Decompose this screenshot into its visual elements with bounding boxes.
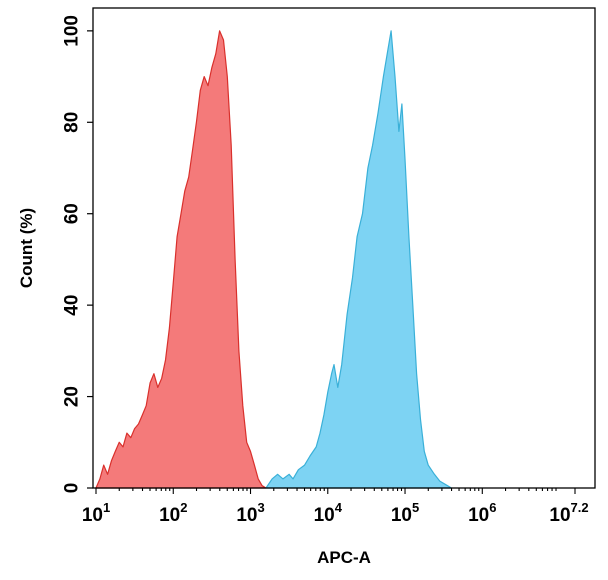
y-tick-label: 80	[62, 112, 83, 133]
histogram-series-1	[95, 30, 267, 489]
x-tick-label: 103	[236, 500, 264, 526]
plot-frame	[92, 7, 596, 489]
y-axis-ticks: 0 20 40 60 80 100	[62, 15, 93, 493]
y-tick-label: 100	[62, 15, 83, 47]
x-axis-ticks: 101 102 103 104 105 106 107.2	[82, 488, 589, 526]
y-axis-title: Count (%)	[17, 208, 36, 288]
y-tick-label: 40	[62, 295, 83, 316]
y-tick-label: 0	[62, 483, 83, 494]
x-tick-label: 106	[468, 500, 496, 526]
x-axis-title: APC-A	[317, 548, 371, 567]
y-tick-label: 20	[62, 386, 83, 407]
histogram-series-2	[265, 30, 452, 489]
x-tick-label: 102	[159, 500, 187, 526]
x-tick-label: 104	[314, 500, 343, 526]
x-tick-label: 101	[82, 500, 110, 526]
y-tick-label: 60	[62, 203, 83, 224]
x-tick-label: 105	[391, 500, 419, 526]
series-layer	[95, 30, 452, 489]
x-tick-label: 107.2	[549, 500, 588, 526]
